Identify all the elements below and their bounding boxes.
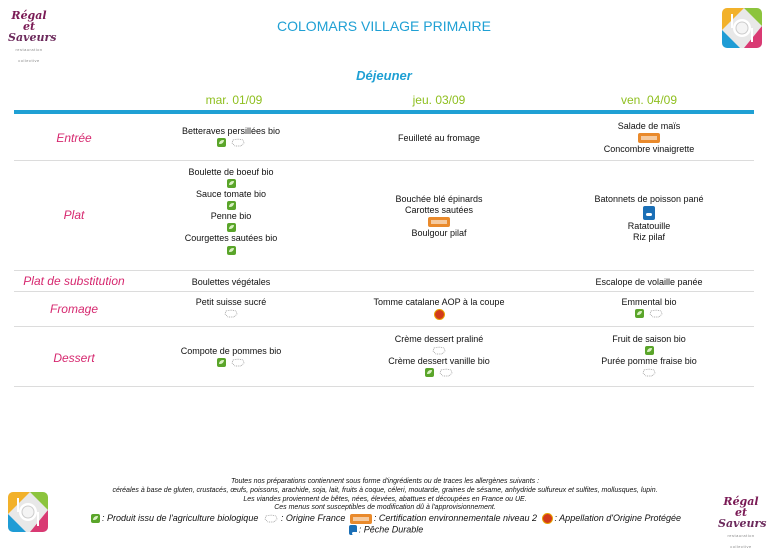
menu-cell: Bouchée blé épinards Carottes sautées Bo…: [334, 194, 544, 239]
dish-name: Concombre vinaigrette: [603, 144, 695, 154]
dish-name: Batonnets de poisson pané: [594, 194, 704, 204]
dish-name: Purée pomme fraise bio: [601, 356, 697, 367]
france-map-icon: [224, 309, 238, 318]
category-entree: Entrée: [56, 131, 92, 145]
icon-legend: : Produit issu de l'agriculture biologiq…: [60, 513, 710, 525]
row-divider: [14, 160, 754, 161]
category-substitution: Plat de substitution: [23, 274, 125, 288]
category-fromage: Fromage: [49, 302, 99, 316]
aop-seal-icon: [541, 513, 553, 525]
day-header-3: ven. 04/09: [620, 93, 678, 107]
organic-leaf-icon: [226, 201, 236, 211]
menu-cell: Feuilleté au fromage: [334, 133, 544, 144]
organic-leaf-icon: [91, 514, 101, 524]
row-divider: [14, 270, 754, 271]
dish-name: Tomme catalane AOP à la coupe: [373, 297, 505, 307]
allergen-list: céréales à base de gluten, crustacés, œu…: [112, 487, 658, 494]
organic-leaf-icon: [226, 179, 236, 189]
category-plat: Plat: [63, 208, 85, 222]
menu-cell: Boulette de boeuf bio Sauce tomate bio P…: [126, 167, 336, 256]
dish-name: Salade de maïs: [617, 121, 681, 131]
organic-leaf-icon: [216, 138, 226, 148]
france-map-icon: [642, 368, 656, 377]
dish-name: Sauce tomate bio: [195, 189, 267, 200]
organic-leaf-icon: [634, 309, 644, 319]
dish-name: Crème dessert vanille bio: [388, 356, 490, 367]
menu-cell: Salade de maïs Concombre vinaigrette: [544, 121, 754, 155]
dish-name: Crème dessert praliné: [394, 334, 484, 344]
kitchen-tile-logo-top-right: [722, 8, 762, 48]
dish-name: Fruit de saison bio: [612, 334, 686, 344]
dish-name: Boulgour pilaf: [411, 228, 467, 238]
aop-seal-icon: [433, 309, 445, 320]
meal-heading: Déjeuner: [356, 68, 412, 83]
menu-cell: Fruit de saison bio Purée pomme fraise b…: [544, 334, 754, 378]
dish-name: Escalope de volaille panée: [595, 277, 703, 287]
menu-cell: Crème dessert praliné Crème dessert vani…: [334, 334, 544, 378]
page-title: COLOMARS VILLAGE PRIMAIRE: [277, 18, 491, 34]
allergen-intro: Toutes nos préparations contiennent sous…: [230, 478, 540, 485]
dish-name: Courgettes sautées bio: [184, 233, 278, 244]
menu-cell: Petit suisse sucré: [126, 297, 336, 319]
organic-leaf-icon: [216, 358, 226, 368]
menu-cell: Tomme catalane AOP à la coupe: [334, 297, 544, 321]
meat-origin-note: Les viandes proviennent de bêtes, nées, …: [243, 496, 527, 503]
icon-legend-second-line: : Pêche Durable: [60, 524, 710, 536]
brand-logo-bottom-right: Régal et Saveurs restauration collective: [718, 495, 767, 549]
legend-france: : Origine France: [280, 513, 346, 523]
france-map-icon: [439, 368, 452, 377]
hve-badge-icon: [638, 133, 660, 143]
dish-name: Boulette de boeuf bio: [188, 167, 274, 177]
row-divider: [14, 326, 754, 327]
dish-name: Compote de pommes bio: [180, 346, 282, 356]
dish-name: Betteraves persillées bio: [181, 126, 281, 136]
organic-leaf-icon: [226, 223, 236, 233]
row-divider: [14, 386, 754, 387]
organic-leaf-icon: [644, 346, 654, 356]
dish-name: Penne bio: [210, 211, 252, 222]
day-header-1: mar. 01/09: [205, 93, 263, 107]
hve-badge-icon: [349, 513, 372, 524]
dish-name: Carottes sautées: [404, 205, 474, 215]
menu-cell: Compote de pommes bio: [126, 346, 336, 368]
france-map-icon: [264, 514, 278, 523]
header-divider: [14, 110, 754, 114]
france-map-icon: [231, 138, 244, 147]
dish-name: Emmental bio: [621, 297, 677, 307]
kitchen-tile-logo-bottom-left: [8, 492, 48, 532]
dish-name: Ratatouille: [627, 221, 671, 231]
organic-leaf-icon: [424, 368, 434, 378]
row-divider: [14, 291, 754, 292]
legend-aop: : Appellation d'Origine Protégée: [554, 513, 681, 523]
brand-logo-top-left: Régal et Saveurs restauration collective: [8, 9, 57, 63]
legend-msc: : Pêche Durable: [358, 524, 424, 535]
menu-cell: Betteraves persillées bio: [126, 126, 336, 148]
msc-fish-icon: [643, 206, 655, 220]
dish-name: Feuilleté au fromage: [397, 133, 481, 143]
france-map-icon: [649, 309, 662, 318]
menu-cell: Escalope de volaille panée: [544, 277, 754, 288]
legend-he: : Certification environnementale niveau …: [373, 513, 537, 523]
organic-leaf-icon: [226, 245, 236, 255]
france-map-icon: [231, 358, 244, 367]
dish-name: Petit suisse sucré: [195, 297, 267, 307]
menu-cell: Emmental bio: [544, 297, 754, 319]
msc-fish-icon: [348, 525, 358, 535]
legend-bio: : Produit issu de l'agriculture biologiq…: [102, 513, 259, 523]
category-dessert: Dessert: [53, 351, 95, 365]
dish-name: Bouchée blé épinards: [395, 194, 483, 204]
hve-badge-icon: [428, 217, 450, 227]
france-map-icon: [432, 346, 446, 355]
day-header-2: jeu. 03/09: [412, 93, 466, 107]
menu-cell: Boulettes végétales: [126, 277, 336, 288]
menu-cell: Batonnets de poisson pané Ratatouille Ri…: [544, 194, 754, 243]
dish-name: Riz pilaf: [632, 232, 665, 242]
dish-name: Boulettes végétales: [191, 277, 271, 287]
menu-change-note: Ces menus sont susceptibles de modificat…: [274, 504, 496, 511]
